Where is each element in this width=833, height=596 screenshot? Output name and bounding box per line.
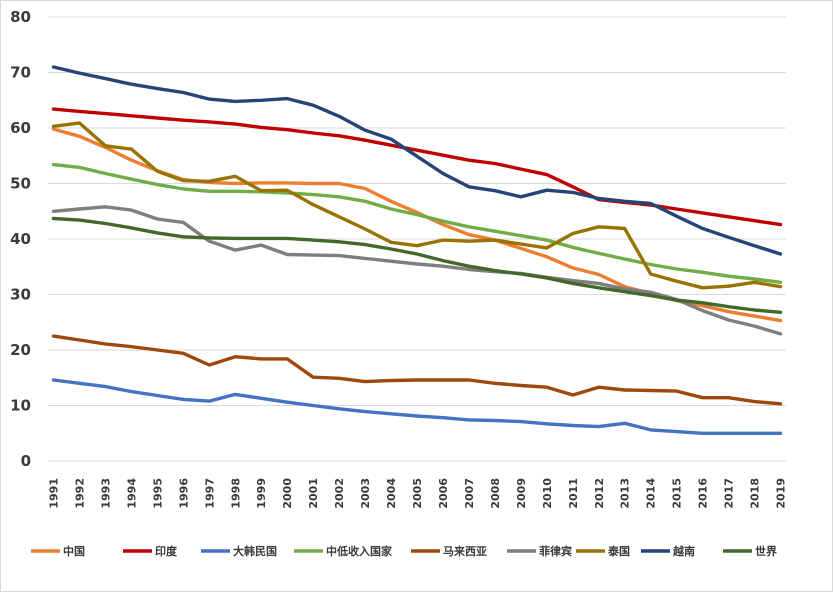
y-axis-tick-labels: 0 10 20 30 40 50 60 70 80 — [10, 8, 31, 470]
x-tick-label: 2015 — [671, 478, 684, 509]
legend-label: 菲律宾 — [539, 544, 572, 558]
x-axis-tick-labels: 1991 1992 1993 1994 1995 1996 1997 1998 1999 2000… — [48, 478, 788, 509]
x-tick-label: 2019 — [775, 478, 788, 509]
legend-label: 泰国 — [607, 544, 630, 558]
x-tick-label: 2002 — [333, 478, 346, 509]
x-tick-label: 2010 — [541, 478, 554, 509]
x-tick-label: 1992 — [73, 478, 86, 509]
x-tick-label: 1997 — [203, 478, 216, 509]
y-tick-label: 50 — [10, 175, 31, 193]
x-tick-label: 2016 — [697, 478, 710, 509]
x-tick-label: 1994 — [125, 478, 138, 509]
x-tick-label: 2005 — [411, 478, 424, 509]
gridlines — [48, 16, 786, 462]
y-tick-label: 0 — [21, 452, 31, 470]
x-tick-label: 2003 — [359, 478, 372, 509]
x-tick-label: 2011 — [567, 478, 580, 509]
x-tick-label: 2014 — [645, 478, 658, 509]
legend: 中国 印度 大韩民国 中低收入国家 马来西亚 菲律宾 泰国 越南 世界 — [31, 544, 777, 558]
y-tick-label: 40 — [10, 230, 31, 248]
y-tick-label: 80 — [10, 8, 31, 26]
x-tick-label: 1998 — [229, 478, 242, 509]
y-tick-label: 30 — [10, 286, 31, 304]
x-tick-label: 1999 — [255, 478, 268, 509]
x-tick-label: 2000 — [281, 478, 294, 509]
series-line-4 — [51, 334, 783, 406]
series-line-1 — [51, 107, 783, 227]
x-tick-label: 2006 — [437, 478, 450, 509]
x-tick-label: 2018 — [749, 478, 762, 509]
legend-label: 印度 — [155, 544, 178, 558]
x-tick-label: 2013 — [619, 478, 632, 509]
y-tick-label: 20 — [10, 341, 31, 359]
series-line-6 — [51, 121, 783, 290]
x-tick-label: 2012 — [593, 478, 606, 509]
legend-label: 世界 — [755, 544, 777, 558]
x-tick-label: 2001 — [307, 478, 320, 509]
y-tick-label: 70 — [10, 64, 31, 82]
series-lines — [51, 65, 783, 435]
x-tick-label: 2004 — [385, 478, 398, 509]
series-line-3 — [51, 162, 783, 284]
x-tick-label: 1993 — [99, 478, 112, 509]
series-line-5 — [51, 205, 783, 336]
x-tick-label: 2008 — [489, 478, 502, 509]
series-line-8 — [51, 216, 783, 314]
legend-label: 马来西亚 — [443, 544, 487, 558]
legend-label: 越南 — [672, 544, 695, 558]
series-line-2 — [51, 378, 783, 435]
x-tick-label: 1991 — [48, 478, 61, 509]
legend-label: 中低收入国家 — [326, 544, 393, 558]
y-tick-label: 60 — [10, 119, 31, 137]
legend-label: 中国 — [63, 544, 85, 558]
x-tick-label: 2017 — [723, 478, 736, 509]
x-tick-label: 2007 — [463, 478, 476, 509]
x-tick-label: 1995 — [151, 478, 164, 509]
legend-label: 大韩民国 — [233, 544, 277, 558]
y-tick-label: 10 — [10, 397, 31, 415]
x-tick-label: 1996 — [177, 478, 190, 509]
series-line-7 — [51, 65, 783, 256]
x-tick-label: 2009 — [515, 478, 528, 509]
